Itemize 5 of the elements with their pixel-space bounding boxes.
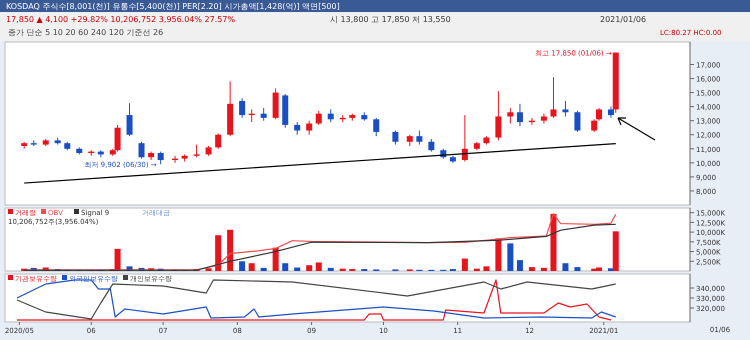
text: 종가 단순 5 10 20 60 240 120 기준선 26 — [8, 28, 164, 37]
text: KOSDAQ 주식수[8,001(천)] 유통수[5,400(천)] PER[2.20] 시가총액[1,428(억)] 액면[500] — [6, 2, 340, 11]
text: 2021/01/06 — [600, 15, 646, 24]
text: 17,850 ▲ 4,100 +29.82% 10,206,752 3,956.04% 27.57% — [6, 15, 236, 24]
text: 시 13,800 고 17,850 저 13,550 — [330, 15, 451, 24]
